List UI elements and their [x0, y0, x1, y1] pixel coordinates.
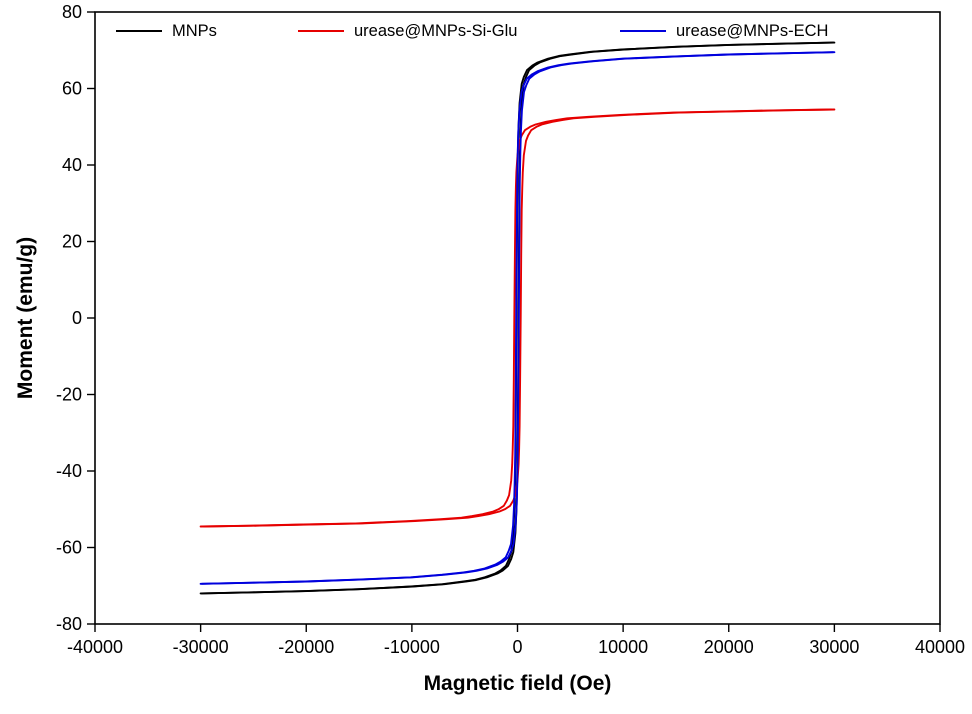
svg-text:0: 0: [72, 308, 82, 328]
series-line-urease@MNPs-Si-Glu: [199, 108, 833, 528]
svg-text:20000: 20000: [704, 637, 754, 657]
svg-text:-10000: -10000: [384, 637, 440, 657]
y-axis-title: Moment (emu/g): [14, 236, 37, 400]
x-axis-title: Magnetic field (Oe): [423, 672, 612, 695]
svg-text:-60: -60: [56, 538, 82, 558]
ech-line-swatch: [620, 30, 666, 32]
svg-text:20: 20: [62, 232, 82, 252]
svg-text:10000: 10000: [598, 637, 648, 657]
svg-text:0: 0: [512, 637, 522, 657]
svg-text:-40: -40: [56, 461, 82, 481]
svg-text:-20000: -20000: [278, 637, 334, 657]
svg-text:80: 80: [62, 2, 82, 22]
svg-text:40: 40: [62, 155, 82, 175]
plot-frame: [94, 11, 941, 625]
legend-label-ech: urease@MNPs-ECH: [676, 22, 829, 40]
si-glu-line-swatch: [298, 30, 344, 32]
legend-item-si-glu: urease@MNPs-Si-Glu: [298, 22, 517, 40]
svg-text:-80: -80: [56, 614, 82, 634]
legend-item-mnps: MNPs: [116, 22, 217, 40]
legend-item-ech: urease@MNPs-ECH: [620, 22, 828, 40]
legend-label-si-glu: urease@MNPs-Si-Glu: [354, 22, 518, 40]
y-axis-ticks: -80 -60 -40 -20 0 20 40 60 80: [56, 2, 95, 634]
x-axis-ticks: -40000 -30000 -20000 -10000 0 10000 20000 30000…: [67, 624, 965, 657]
svg-text:60: 60: [62, 79, 82, 99]
svg-text:-40000: -40000: [67, 637, 123, 657]
svg-text:-30000: -30000: [173, 637, 229, 657]
svg-text:-20: -20: [56, 385, 82, 405]
svg-text:40000: 40000: [915, 637, 965, 657]
series-line-urease@MNPs-ECH: [199, 51, 835, 585]
mnps-line-swatch: [116, 30, 162, 32]
svg-text:30000: 30000: [809, 637, 859, 657]
legend-label-mnps: MNPs: [172, 22, 217, 40]
